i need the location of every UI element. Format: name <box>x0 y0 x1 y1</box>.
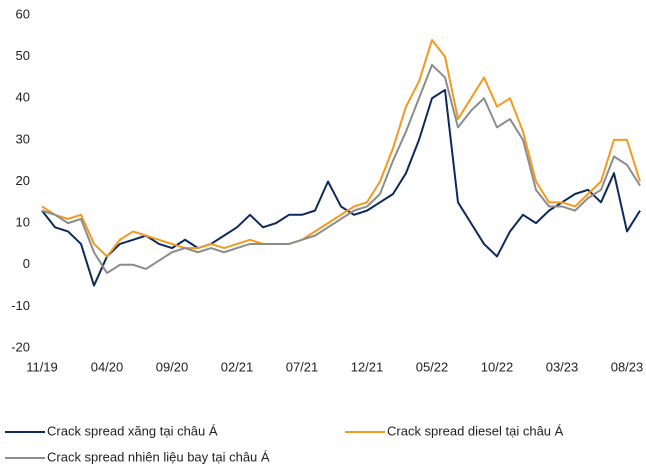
x-tick-label: 12/21 <box>351 359 384 374</box>
y-tick-label: 0 <box>23 256 30 271</box>
legend-label: Crack spread nhiên liệu bay tại châu Á <box>47 449 270 464</box>
y-tick-label: -20 <box>11 339 30 354</box>
y-tick-label: 50 <box>16 48 30 63</box>
y-tick-label: 30 <box>16 131 30 146</box>
line-series <box>41 63 641 275</box>
x-tick-label: 08/23 <box>611 359 644 374</box>
y-tick-label: 40 <box>16 90 30 105</box>
line-series <box>41 88 641 287</box>
x-tick-label: 03/23 <box>546 359 579 374</box>
x-tick-label: 05/22 <box>416 359 449 374</box>
x-tick-label: 04/20 <box>91 359 124 374</box>
x-tick-label: 07/21 <box>286 359 319 374</box>
x-tick-label: 10/22 <box>481 359 514 374</box>
y-tick-label: -10 <box>11 298 30 313</box>
x-tick-label: 11/19 <box>26 359 58 374</box>
legend-label: Crack spread xăng tại châu Á <box>47 423 218 438</box>
x-tick-label: 02/21 <box>221 359 254 374</box>
y-tick-label: 60 <box>16 6 30 21</box>
legend-label: Crack spread diesel tại châu Á <box>387 423 564 438</box>
line-series <box>41 38 641 258</box>
y-tick-label: 10 <box>16 215 30 230</box>
y-tick-label: 20 <box>16 173 30 188</box>
x-tick-label: 09/20 <box>156 359 189 374</box>
